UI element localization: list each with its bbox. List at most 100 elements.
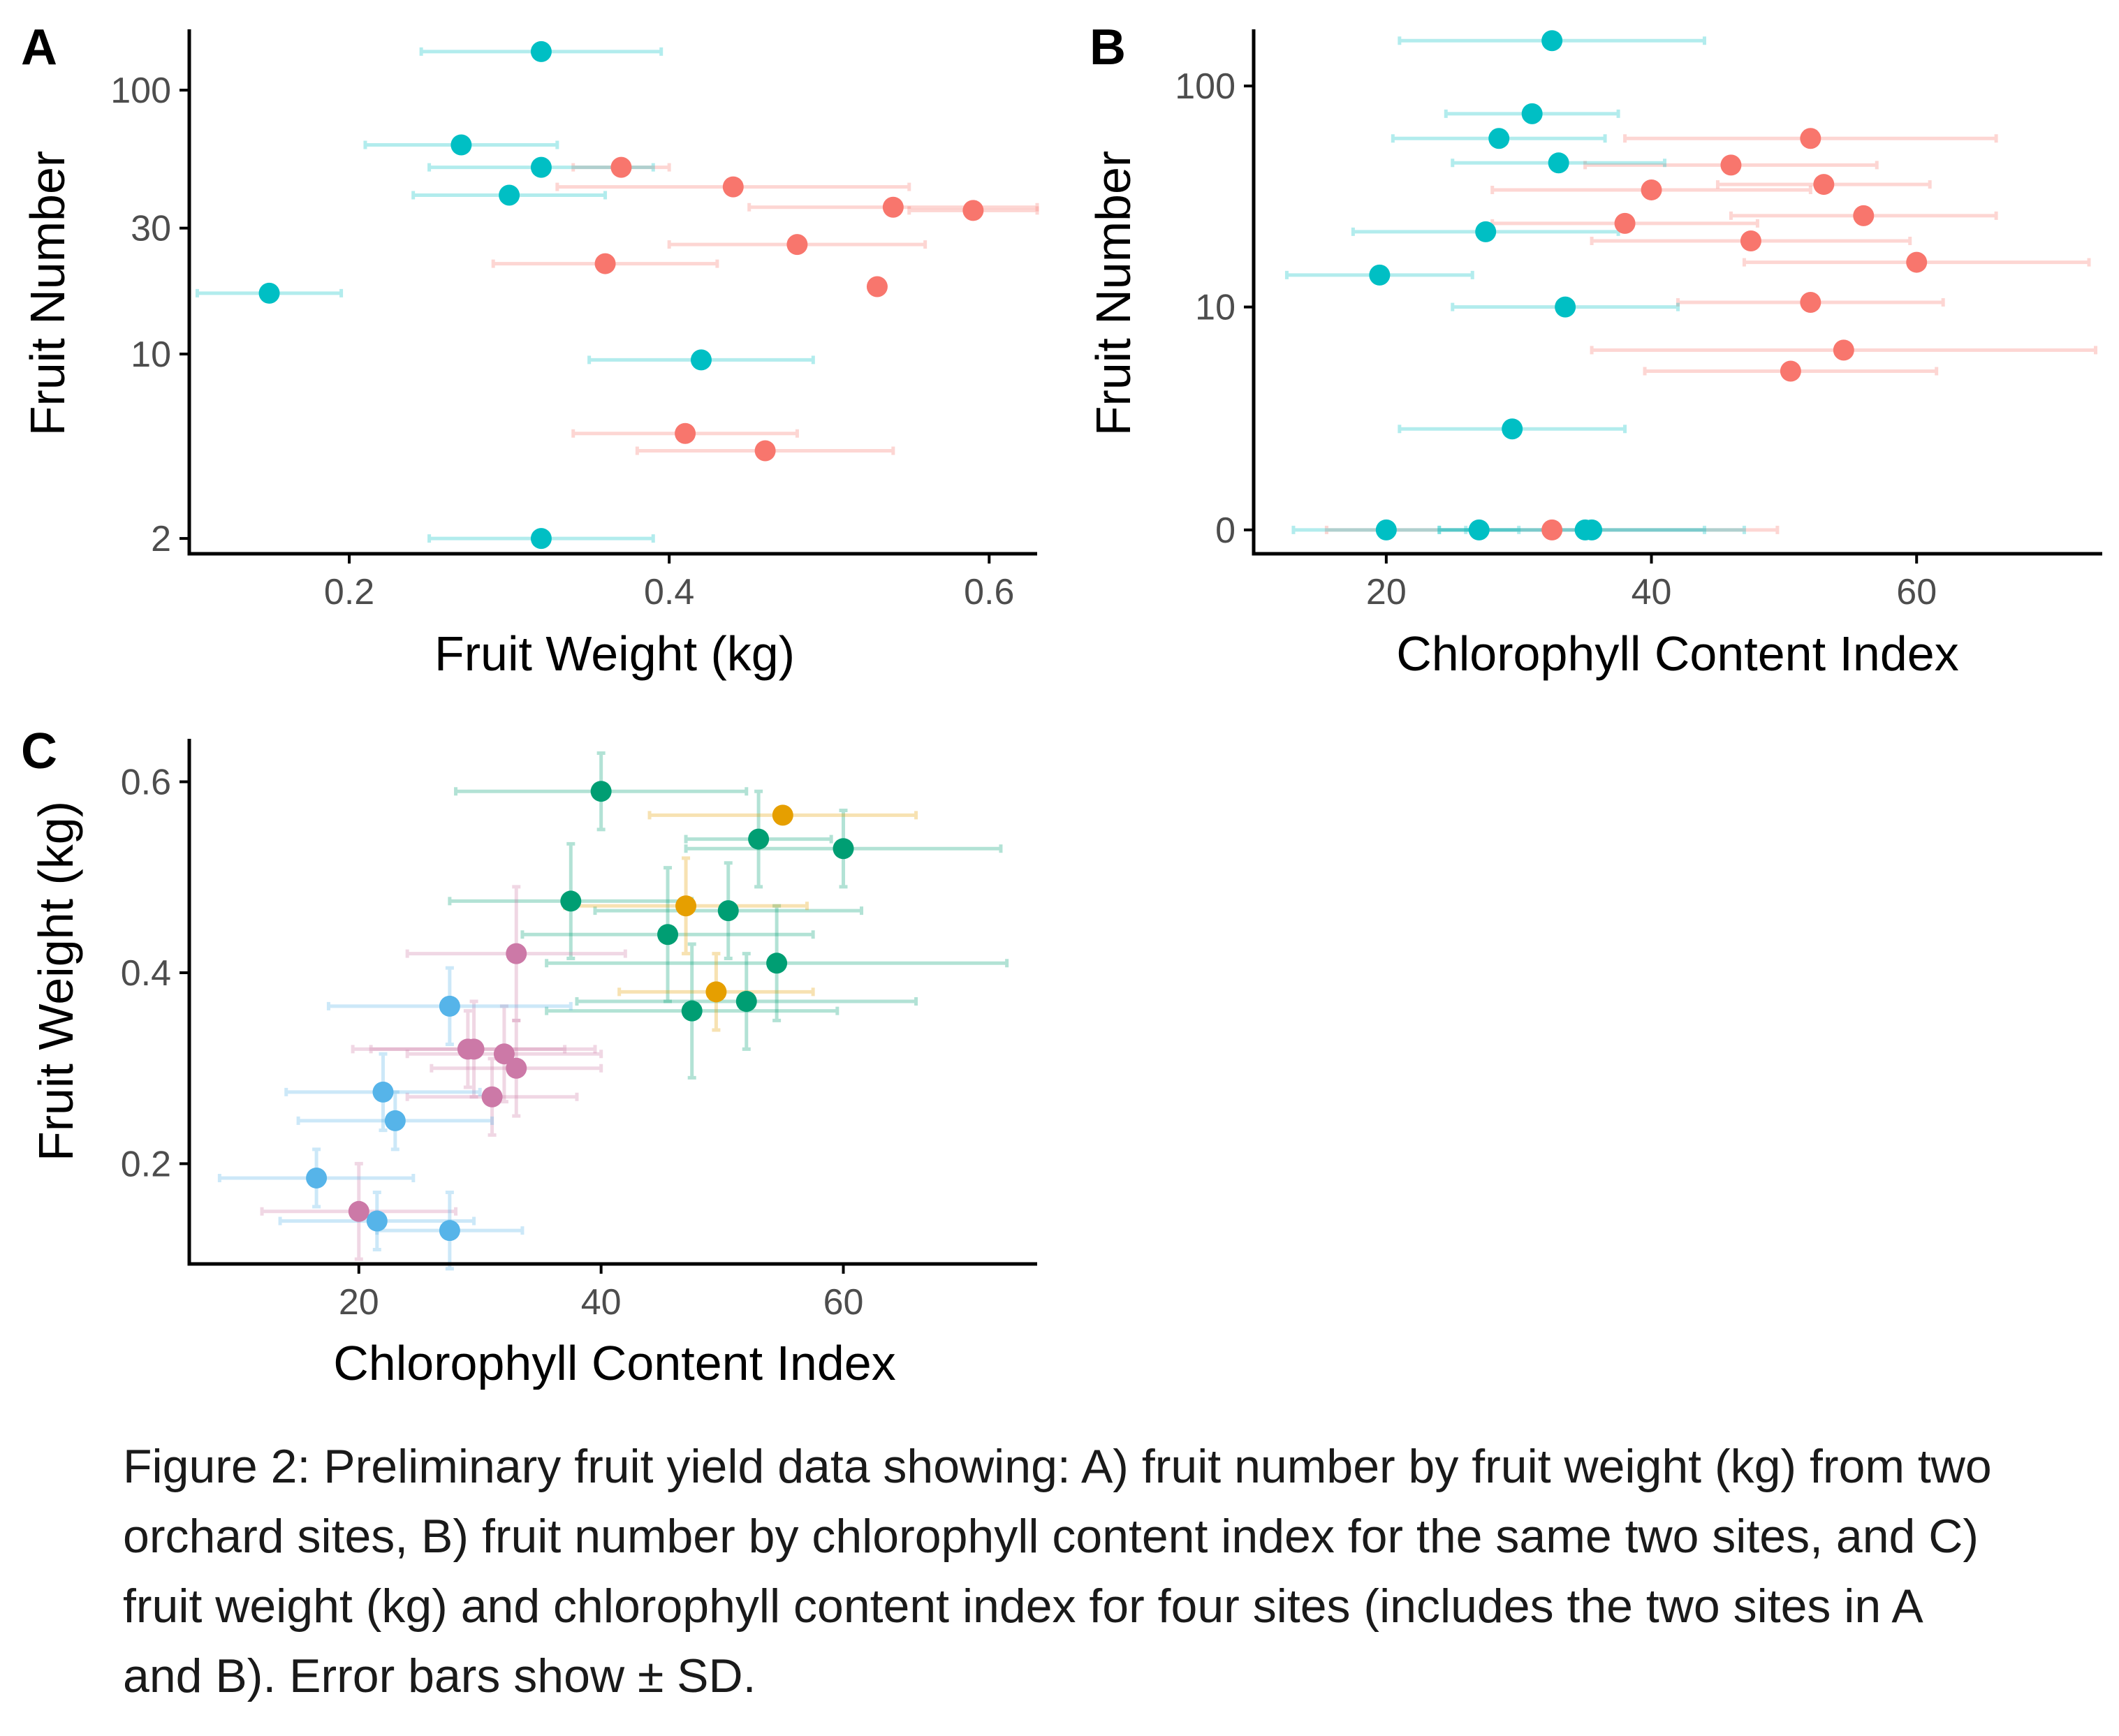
panel-b-error-bars bbox=[1284, 36, 2098, 534]
panel-b: B 20 40 60 0 10 100 Chlorophyll Content Index… bbox=[1086, 20, 2102, 681]
panel-b-points bbox=[1369, 30, 1928, 540]
panel-c-point-purple bbox=[481, 1086, 503, 1108]
panel-c-point-orange bbox=[675, 895, 697, 917]
panel-c-ticks: 20 40 60 0.2 0.4 0.6 bbox=[121, 763, 864, 1323]
panel-b-point-red bbox=[1641, 179, 1662, 200]
panel-a-point-red bbox=[882, 196, 904, 218]
panel-a-point-teal bbox=[530, 156, 552, 178]
panel-b-point-teal bbox=[1475, 221, 1497, 242]
panel-b-point-red bbox=[1813, 174, 1835, 196]
panel-b-x-axis-title: Chlorophyll Content Index bbox=[1396, 626, 1958, 681]
panel-b-point-teal bbox=[1502, 418, 1523, 440]
panel-a-points bbox=[258, 41, 984, 550]
panel-a-point-teal bbox=[258, 282, 280, 304]
panel-c-x-tick-label: 40 bbox=[581, 1282, 622, 1323]
panel-a-point-red bbox=[866, 276, 888, 297]
panel-b-point-red bbox=[1740, 230, 1761, 251]
panel-c: C 20 40 60 0.2 0.4 0.6 Chlorophyll Content In… bbox=[21, 723, 1037, 1390]
panel-b-label: B bbox=[1090, 20, 1126, 75]
panel-c-point-purple bbox=[506, 1057, 527, 1079]
panel-a-point-red bbox=[786, 234, 808, 256]
panel-c-x-axis-title: Chlorophyll Content Index bbox=[333, 1336, 895, 1390]
panel-a-point-red bbox=[675, 422, 696, 444]
panel-c-points bbox=[306, 781, 854, 1242]
panel-b-point-teal bbox=[1581, 519, 1603, 540]
panel-a-point-teal bbox=[530, 528, 552, 550]
panel-b-y-axis-title: Fruit Number bbox=[1086, 151, 1141, 436]
panel-b-point-red bbox=[1800, 292, 1821, 314]
panel-c-point-blue bbox=[439, 1220, 460, 1242]
panel-b-point-red bbox=[1720, 154, 1742, 176]
panel-c-error-bars bbox=[217, 751, 1009, 1271]
panel-a-error-bars bbox=[195, 47, 1039, 543]
panel-b-point-teal bbox=[1521, 103, 1543, 124]
panel-a-y-tick-label: 2 bbox=[151, 519, 171, 559]
panel-c-point-green bbox=[560, 890, 582, 912]
panel-a-label: A bbox=[21, 20, 57, 75]
panel-a-point-teal bbox=[690, 349, 712, 371]
panel-c-point-green bbox=[657, 924, 679, 946]
panel-a-x-tick-label: 0.2 bbox=[324, 572, 374, 612]
panel-c-point-purple bbox=[348, 1200, 369, 1222]
panel-c-point-green bbox=[766, 952, 788, 974]
panel-b-point-teal bbox=[1468, 519, 1490, 540]
panel-b-point-teal bbox=[1541, 30, 1563, 52]
panel-a-y-tick-label: 30 bbox=[131, 209, 171, 249]
panel-c-point-purple bbox=[506, 943, 527, 964]
figure-caption: Figure 2: Preliminary fruit yield data s… bbox=[123, 1440, 1992, 1702]
panel-b-axes bbox=[1252, 29, 2102, 556]
panel-c-label: C bbox=[21, 723, 57, 779]
panel-c-y-tick-label: 0.2 bbox=[121, 1144, 171, 1184]
panel-c-point-blue bbox=[372, 1081, 394, 1103]
panel-b-y-tick-label: 0 bbox=[1215, 510, 1236, 551]
panel-b-ticks: 20 40 60 0 10 100 bbox=[1175, 66, 1937, 612]
panel-b-y-tick-label: 100 bbox=[1175, 66, 1236, 107]
panel-a-point-teal bbox=[499, 184, 520, 206]
panel-c-point-orange bbox=[772, 804, 793, 826]
panel-a-axes bbox=[187, 29, 1037, 556]
panel-a-point-red bbox=[754, 440, 776, 462]
panel-c-point-blue bbox=[439, 995, 460, 1017]
panel-c-point-green bbox=[735, 991, 757, 1012]
panel-a-point-red bbox=[962, 200, 984, 221]
panel-b-x-tick-label: 40 bbox=[1632, 572, 1672, 612]
panel-b-y-tick-label: 10 bbox=[1195, 288, 1236, 328]
panel-a-x-tick-label: 0.6 bbox=[964, 572, 1014, 612]
panel-c-x-tick-label: 60 bbox=[823, 1282, 864, 1323]
panel-c-point-green bbox=[833, 838, 854, 860]
panel-c-point-purple bbox=[463, 1038, 485, 1060]
panel-c-y-tick-label: 0.4 bbox=[121, 953, 171, 994]
panel-b-x-tick-label: 60 bbox=[1896, 572, 1937, 612]
panel-b-point-teal bbox=[1555, 296, 1576, 318]
panel-c-point-green bbox=[681, 1000, 703, 1022]
panel-c-point-green bbox=[748, 828, 770, 850]
panel-b-point-teal bbox=[1369, 264, 1391, 286]
panel-a-y-tick-label: 10 bbox=[131, 334, 171, 375]
panel-c-point-purple bbox=[493, 1043, 515, 1065]
panel-c-x-tick-label: 20 bbox=[339, 1282, 379, 1323]
panel-c-point-green bbox=[590, 781, 612, 802]
panel-b-point-teal bbox=[1375, 519, 1397, 540]
panel-a-point-teal bbox=[450, 134, 472, 156]
panel-a: A 0.2 0.4 0.6 2 10 30 100 Fruit Weight (kg) Fr… bbox=[20, 20, 1039, 681]
panel-b-point-red bbox=[1906, 251, 1928, 273]
panel-a-ticks: 0.2 0.4 0.6 2 10 30 100 bbox=[110, 71, 1014, 612]
panel-b-point-red bbox=[1541, 519, 1563, 540]
panel-c-point-blue bbox=[384, 1110, 406, 1131]
panel-b-point-red bbox=[1853, 205, 1875, 226]
panel-b-point-red bbox=[1780, 360, 1801, 382]
panel-b-x-tick-label: 20 bbox=[1366, 572, 1407, 612]
panel-c-y-tick-label: 0.6 bbox=[121, 763, 171, 803]
panel-a-point-red bbox=[722, 176, 744, 198]
panel-a-x-axis-title: Fruit Weight (kg) bbox=[434, 626, 795, 681]
panel-c-point-green bbox=[717, 900, 739, 922]
panel-a-point-red bbox=[594, 253, 616, 274]
panel-b-point-red bbox=[1800, 128, 1821, 149]
panel-c-point-blue bbox=[366, 1210, 388, 1232]
panel-b-point-teal bbox=[1548, 152, 1569, 174]
panel-c-point-orange bbox=[705, 981, 727, 1003]
panel-b-point-teal bbox=[1488, 128, 1510, 149]
panel-c-y-axis-title: Fruit Weight (kg) bbox=[29, 801, 83, 1161]
panel-b-point-red bbox=[1833, 339, 1854, 361]
panel-a-y-axis-title: Fruit Number bbox=[20, 151, 75, 436]
